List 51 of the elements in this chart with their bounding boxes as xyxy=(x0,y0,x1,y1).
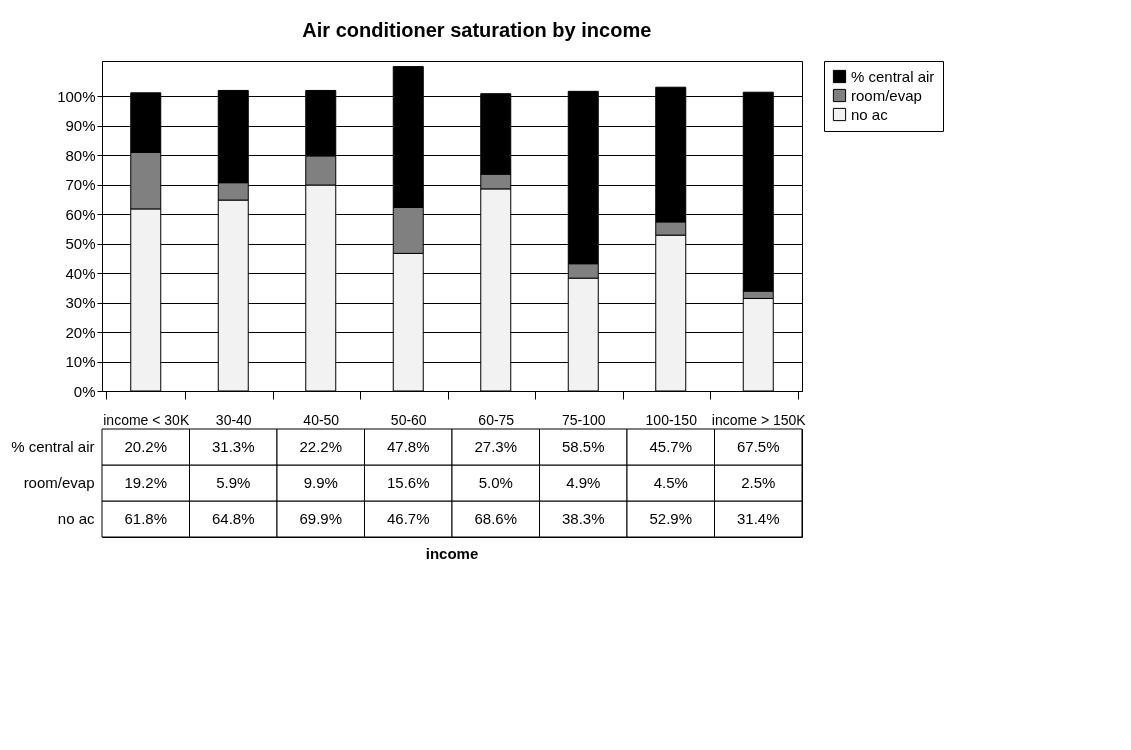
data-label: 69.9% xyxy=(299,510,343,527)
y-tick-label: 40% xyxy=(65,264,96,282)
y-tick-label: 50% xyxy=(65,235,96,253)
x-tick-label: income > 150K xyxy=(711,411,807,428)
data-label: 64.8% xyxy=(211,510,255,527)
y-tick-label: 90% xyxy=(65,117,96,135)
data-label: 58.5% xyxy=(561,438,605,455)
text: income xyxy=(425,545,479,562)
data-label: 5.9% xyxy=(216,474,251,491)
data-label: 20.2% xyxy=(124,438,168,455)
data-label: 4.9% xyxy=(566,474,601,491)
legend-label: % central air xyxy=(851,67,935,85)
data-label: 47.8% xyxy=(386,438,430,455)
data-label: 31.4% xyxy=(736,510,780,527)
x-tick-label: 50-60 xyxy=(390,411,427,428)
x-tick-label: 40-50 xyxy=(303,411,340,428)
y-tick-label: 100% xyxy=(57,87,96,105)
data-label: 4.5% xyxy=(653,474,688,491)
text: no ac xyxy=(57,510,95,527)
data-label: 5.0% xyxy=(478,474,513,491)
y-tick-label: 30% xyxy=(65,294,96,312)
data-label: 9.9% xyxy=(303,474,338,491)
y-tick-label: 60% xyxy=(65,205,96,223)
x-tick-label: 75-100 xyxy=(561,411,606,428)
data-label: 31.3% xyxy=(211,438,255,455)
y-tick-label: 80% xyxy=(65,146,96,164)
x-tick-label: 100-150 xyxy=(645,411,698,428)
y-tick-label: 0% xyxy=(73,382,96,400)
data-label: 22.2% xyxy=(299,438,343,455)
text: room/evap xyxy=(23,474,95,491)
data-label: 61.8% xyxy=(124,510,168,527)
y-tick-label: 70% xyxy=(65,176,96,194)
data-label: 2.5% xyxy=(741,474,776,491)
data-label: 15.6% xyxy=(386,474,430,491)
chart-title: Air conditioner saturation by income xyxy=(302,18,652,41)
legend-label: room/evap xyxy=(851,86,922,104)
x-tick-label: 30-40 xyxy=(215,411,252,428)
y-tick-label: 10% xyxy=(65,353,96,371)
y-tick-label: 20% xyxy=(65,323,96,341)
data-label: 68.6% xyxy=(474,510,518,527)
legend-label: no ac xyxy=(851,105,889,123)
x-tick-label: income < 30K xyxy=(103,411,190,428)
data-label: 46.7% xyxy=(386,510,430,527)
data-label: 45.7% xyxy=(649,438,693,455)
text: % central air xyxy=(11,438,95,455)
data-label: 52.9% xyxy=(649,510,693,527)
data-label: 19.2% xyxy=(124,474,168,491)
data-label: 67.5% xyxy=(736,438,780,455)
data-label: 38.3% xyxy=(561,510,605,527)
data-label: 27.3% xyxy=(474,438,518,455)
x-tick-label: 60-75 xyxy=(478,411,515,428)
